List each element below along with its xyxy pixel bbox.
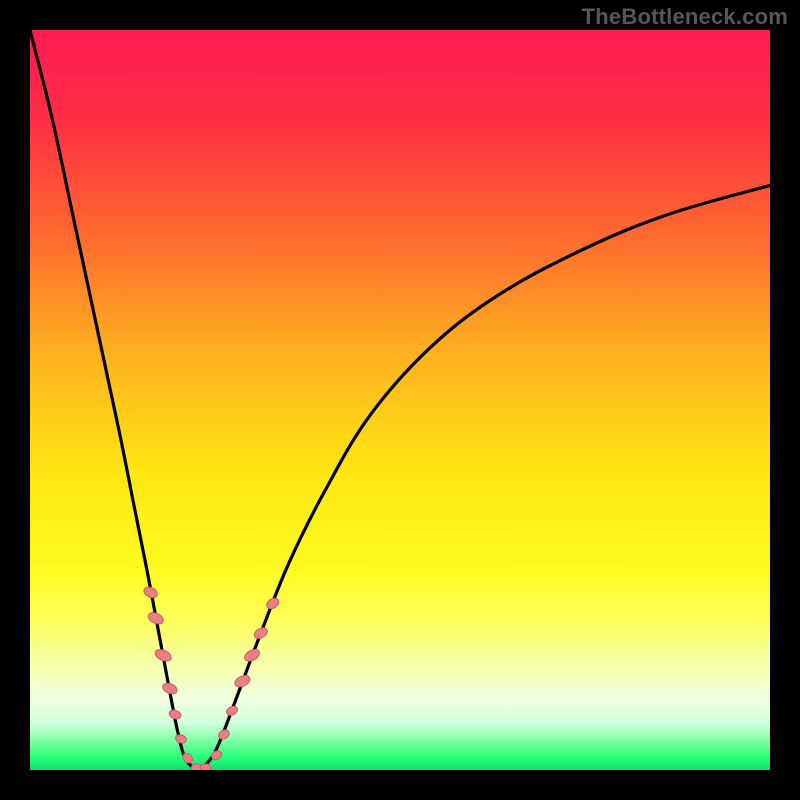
plot-area (30, 30, 770, 770)
marker (200, 764, 210, 770)
plot-svg (30, 30, 770, 770)
gradient-background (30, 30, 770, 770)
chart-frame: TheBottleneck.com (0, 0, 800, 800)
watermark-text: TheBottleneck.com (582, 4, 788, 30)
